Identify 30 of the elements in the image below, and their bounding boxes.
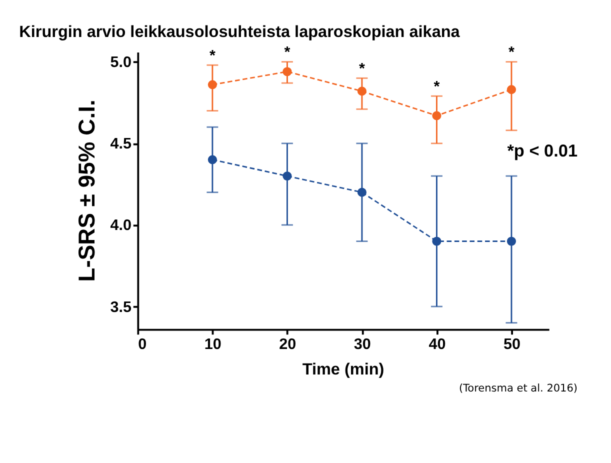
x-tick-label: 40 [428, 336, 446, 353]
point [282, 171, 292, 181]
y-axis-title: L-SRS ± 95% C.I. [74, 100, 100, 282]
y-tick-label: 4.5 [110, 136, 132, 153]
point [357, 188, 366, 197]
x-tick-label: 20 [279, 336, 296, 353]
point [432, 111, 442, 120]
annotation: * [209, 47, 216, 64]
annotation: * [434, 78, 440, 96]
x-tick-label: 10 [204, 336, 222, 353]
annotation: * [358, 60, 365, 78]
y-tick-label: 5.0 [110, 54, 132, 72]
chart-title: Kirurgin arvio leikkausolosuhteista laparoskopian aikana [19, 22, 461, 41]
point [208, 80, 217, 90]
y-tick-label: 3.5 [110, 298, 132, 316]
point [208, 155, 217, 164]
x-axis-title: Time (min) [302, 360, 384, 378]
y-tick-label: 4.0 [110, 217, 132, 234]
x-tick-label: 0 [138, 336, 147, 353]
annotation: * [284, 44, 290, 62]
point [282, 67, 292, 76]
x-tick-label: 30 [354, 336, 371, 353]
point [357, 86, 366, 96]
point [432, 236, 442, 246]
point [506, 85, 516, 94]
annotation: *p < 0.01 [507, 140, 578, 161]
text: (Torensma et al. 2016) [458, 382, 578, 394]
x-tick-label: 50 [503, 336, 520, 353]
annotation: * [508, 44, 514, 62]
point [506, 236, 516, 246]
